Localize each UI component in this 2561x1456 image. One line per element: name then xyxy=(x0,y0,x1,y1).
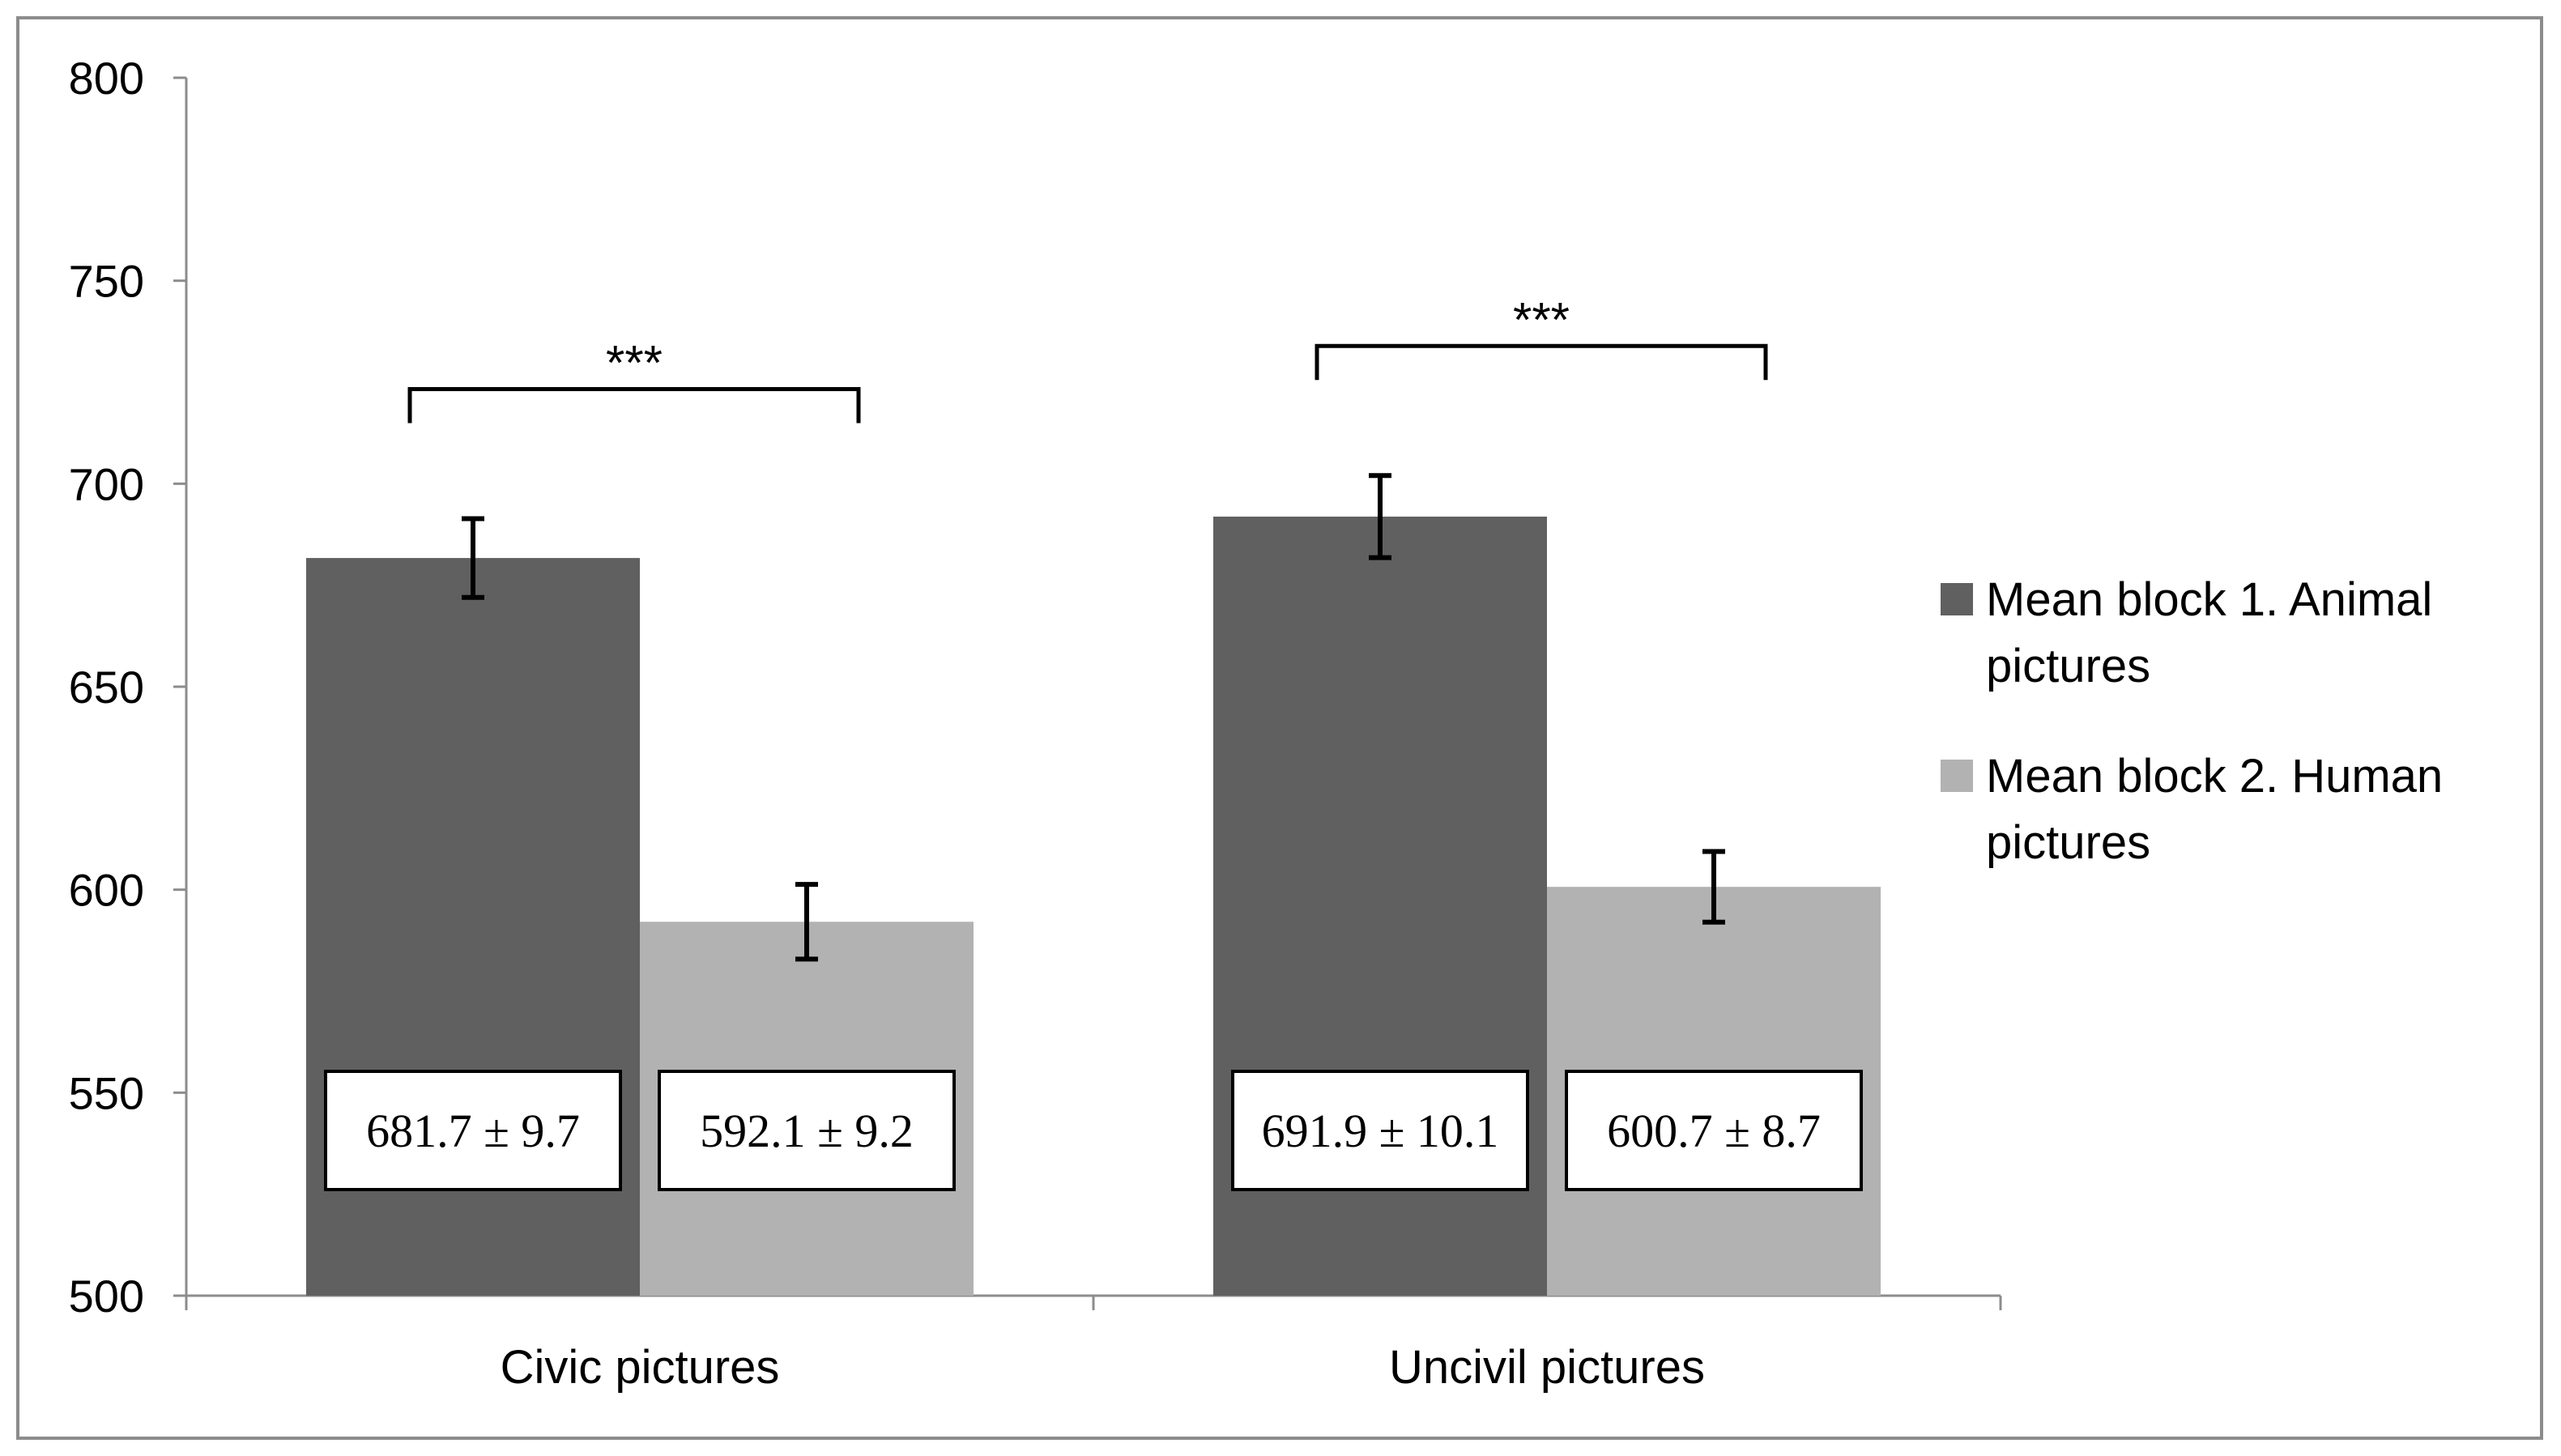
y-axis-ticks: 500 550 600 650 700 750 800 xyxy=(69,53,2002,1322)
legend-label-line: Mean block 2. Human xyxy=(1986,750,2443,803)
y-tick-label: 500 xyxy=(69,1271,144,1322)
y-tick-label: 750 xyxy=(69,256,144,307)
legend-label-line: Mean block 1. Animal xyxy=(1986,573,2432,626)
y-tick-label: 550 xyxy=(69,1067,144,1118)
value-label: 681.7 ± 9.7 xyxy=(366,1105,580,1157)
legend-swatch xyxy=(1941,583,1973,615)
value-label: 592.1 ± 9.2 xyxy=(700,1105,914,1157)
significance-marker: *** xyxy=(606,335,663,390)
value-labels: 681.7 ± 9.7 592.1 ± 9.2 691.9 ± 10.1 600.7 … xyxy=(324,1070,1863,1191)
error-bars xyxy=(462,473,1725,962)
significance-bracket xyxy=(1315,343,1768,381)
y-tick-label: 700 xyxy=(69,458,144,509)
y-tick-label: 600 xyxy=(69,865,144,916)
value-label-box xyxy=(1565,1070,1863,1191)
value-label-box xyxy=(658,1070,956,1191)
y-tick-label: 800 xyxy=(69,53,144,104)
legend-label: Mean block 2. Human pictures xyxy=(1986,750,2443,869)
category-label: Uncivil pictures xyxy=(1389,1341,1705,1394)
value-label-box xyxy=(1231,1070,1529,1191)
category-labels: Civic pictures Uncivil pictures xyxy=(501,1341,1705,1394)
significance-bracket xyxy=(407,386,861,424)
legend-label: Mean block 1. Animal pictures xyxy=(1986,573,2432,692)
legend-label-line: pictures xyxy=(1986,816,2150,869)
value-label: 691.9 ± 10.1 xyxy=(1262,1105,1499,1157)
legend-label-line: pictures xyxy=(1986,640,2150,692)
significance-brackets: *** *** xyxy=(407,292,1768,424)
y-tick-label: 650 xyxy=(69,662,144,713)
value-label: 600.7 ± 8.7 xyxy=(1607,1105,1821,1157)
value-label-box xyxy=(324,1070,622,1191)
legend-swatch xyxy=(1941,760,1973,792)
significance-marker: *** xyxy=(1513,292,1570,347)
category-label: Civic pictures xyxy=(501,1341,780,1394)
